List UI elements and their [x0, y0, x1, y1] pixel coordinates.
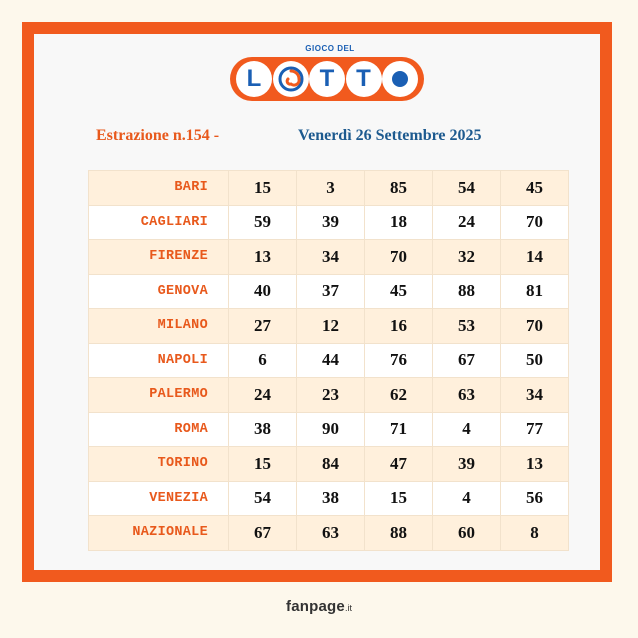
drawn-number: 38	[228, 411, 297, 447]
draw-date: Venerdì 26 Settembre 2025	[298, 127, 482, 144]
draw-number: Estrazione n.154 -	[96, 127, 220, 144]
drawn-number: 15	[228, 446, 297, 482]
table-row: BARI 15 3 85 54 45	[88, 170, 569, 206]
drawn-number: 15	[364, 480, 433, 516]
wheel-name: ROMA	[88, 411, 229, 447]
logo-letter-t2: T	[345, 61, 382, 97]
drawn-number: 60	[432, 515, 501, 551]
drawn-number: 71	[364, 411, 433, 447]
drawn-number: 53	[432, 308, 501, 344]
brand-name: fanpage	[286, 598, 345, 615]
brand-tld: .it	[344, 603, 352, 613]
wheel-name: PALERMO	[88, 377, 229, 413]
drawn-number: 34	[500, 377, 569, 413]
table-row: NAZIONALE 67 63 88 60 8	[88, 515, 569, 551]
wheel-name: GENOVA	[88, 273, 229, 309]
drawn-number: 45	[364, 273, 433, 309]
table-row: ROMA 38 90 71 4 77	[88, 411, 569, 447]
logo-letter-l: L	[236, 61, 272, 97]
fanpage-logo: fanpage.it	[0, 598, 638, 616]
drawn-number: 45	[500, 170, 569, 206]
drawn-number: 70	[364, 239, 433, 275]
drawn-number: 50	[500, 342, 569, 378]
drawn-number: 63	[296, 515, 365, 551]
drawn-number: 8	[500, 515, 569, 551]
wheel-name: VENEZIA	[88, 480, 229, 516]
drawn-number: 81	[500, 273, 569, 309]
drawn-number: 37	[296, 273, 365, 309]
wheel-name: BARI	[88, 170, 229, 206]
drawn-number: 76	[364, 342, 433, 378]
drawn-number: 39	[432, 446, 501, 482]
logo-swirl-icon	[272, 61, 309, 97]
drawn-number: 40	[228, 273, 297, 309]
table-row: NAPOLI 6 44 76 67 50	[88, 342, 569, 378]
table-row: GENOVA 40 37 45 88 81	[88, 273, 569, 309]
drawn-number: 44	[296, 342, 365, 378]
logo-letter-t1: T	[309, 61, 345, 97]
drawn-number: 70	[500, 308, 569, 344]
logo-dot-icon	[382, 61, 418, 97]
drawn-number: 59	[228, 204, 297, 240]
drawn-number: 32	[432, 239, 501, 275]
drawn-number: 18	[364, 204, 433, 240]
drawn-number: 3	[296, 170, 365, 206]
drawn-number: 13	[500, 446, 569, 482]
table-row: FIRENZE 13 34 70 32 14	[88, 239, 569, 275]
drawn-number: 88	[432, 273, 501, 309]
drawn-number: 85	[364, 170, 433, 206]
drawn-number: 90	[296, 411, 365, 447]
drawn-number: 12	[296, 308, 365, 344]
drawn-number: 54	[228, 480, 297, 516]
wheel-name: NAZIONALE	[88, 515, 229, 551]
drawn-number: 14	[500, 239, 569, 275]
drawn-number: 38	[296, 480, 365, 516]
table-row: MILANO 27 12 16 53 70	[88, 308, 569, 344]
wheel-name: FIRENZE	[88, 239, 229, 275]
drawn-number: 4	[432, 480, 501, 516]
drawn-number: 62	[364, 377, 433, 413]
drawn-number: 47	[364, 446, 433, 482]
drawn-number: 4	[432, 411, 501, 447]
drawn-number: 27	[228, 308, 297, 344]
results-card: GIOCO DEL L T T Estrazione n.154 - Vener…	[22, 22, 612, 582]
drawn-number: 67	[432, 342, 501, 378]
drawn-number: 70	[500, 204, 569, 240]
drawn-number: 63	[432, 377, 501, 413]
drawn-number: 84	[296, 446, 365, 482]
drawn-number: 15	[228, 170, 297, 206]
logo-pill: L T T	[230, 57, 424, 101]
drawn-number: 67	[228, 515, 297, 551]
table-row: VENEZIA 54 38 15 4 56	[88, 480, 569, 516]
table-row: PALERMO 24 23 62 63 34	[88, 377, 569, 413]
drawn-number: 23	[296, 377, 365, 413]
drawn-number: 6	[228, 342, 297, 378]
drawn-number: 24	[432, 204, 501, 240]
drawn-number: 39	[296, 204, 365, 240]
drawn-number: 16	[364, 308, 433, 344]
wheel-name: MILANO	[88, 308, 229, 344]
drawn-number: 56	[500, 480, 569, 516]
drawn-number: 34	[296, 239, 365, 275]
wheel-name: NAPOLI	[88, 342, 229, 378]
wheel-name: TORINO	[88, 446, 229, 482]
lotto-logo: GIOCO DEL L T T	[230, 44, 430, 108]
drawn-number: 13	[228, 239, 297, 275]
logo-top-text: GIOCO DEL	[305, 44, 355, 53]
drawn-number: 24	[228, 377, 297, 413]
drawn-number: 54	[432, 170, 501, 206]
drawn-number: 77	[500, 411, 569, 447]
wheel-name: CAGLIARI	[88, 204, 229, 240]
results-table: BARI 15 3 85 54 45 CAGLIARI 59 39 18 24 70 FIRENZE 13…	[88, 170, 569, 551]
drawn-number: 88	[364, 515, 433, 551]
table-row: CAGLIARI 59 39 18 24 70	[88, 204, 569, 240]
table-row: TORINO 15 84 47 39 13	[88, 446, 569, 482]
